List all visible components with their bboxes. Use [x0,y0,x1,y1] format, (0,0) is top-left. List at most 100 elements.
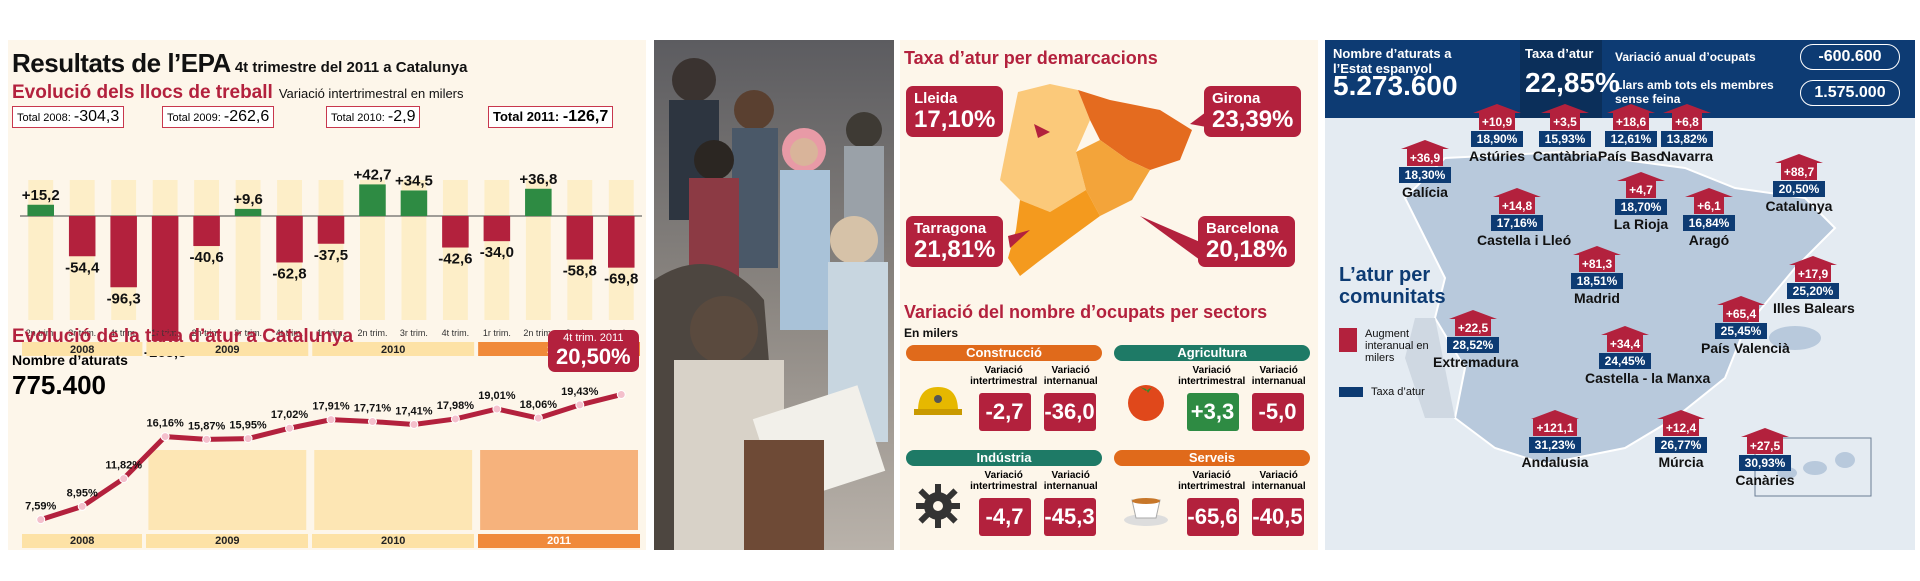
quarter-tick-label: 1r trim. [317,328,345,338]
quarter-tick-label: 3r trim. [234,328,262,338]
demarcation-name: Barcelona [1206,220,1279,237]
augment-roof [1541,104,1589,113]
quarter-tick-label: 3r trim. [400,328,428,338]
region-extremadura: +22,5 28,52% Extremadura [1433,310,1519,370]
augment-roof [1601,326,1649,335]
quarter-tick-label: 4t trim. [110,328,138,338]
spain-unemployed-label: Nombre d’aturats a l’Estat espanyol [1333,46,1452,76]
total-value: -304,3 [73,108,120,125]
augment-roof [1401,140,1449,149]
demarcation-value: 23,39% [1212,106,1294,133]
rate-value-label: 7,59% [25,501,56,513]
callout-lleida: Lleida 17,10% [906,86,1004,137]
value-inter: -65,6 [1186,498,1239,536]
demarcations-sectors-panel: Taxa d’atur per demarcacions Lleida 17,10… [900,40,1318,550]
bar-value-label: +15,2 [22,187,60,204]
jobs-chart-title: Evolució dels llocs de treball Variació i… [12,82,464,104]
bar-bg-stripe [28,180,54,320]
value-anual: -5,0 [1251,393,1304,431]
region-navarra: +6,8 13,82% Navarra [1647,104,1727,164]
region-augment: +6,8 [1672,113,1702,130]
region-augment: +3,5 [1550,113,1580,130]
region-name: País Basc [1597,148,1665,164]
sector-values: -65,6 -40,5 [1180,498,1310,536]
region-rate: 30,93% [1739,455,1791,471]
region-name: Extremadura [1433,354,1519,370]
lleida-region [1000,84,1090,212]
main-title-sub: 4t trimestre del 2011 a Catalunya [234,59,468,76]
households-value: 1.575.000 [1800,80,1900,106]
rate-value-label: 15,87% [188,420,226,432]
region-augment: +6,1 [1694,197,1724,214]
jobs-bar [234,208,262,216]
year-label: 2009 [146,534,309,548]
augment-roof [1473,104,1521,113]
sector-column-labels: Variació intertrimestral Variació interna… [968,470,1102,492]
region-arag-: +6,1 16,84% Aragó [1669,188,1749,248]
demarcation-name: Lleida [914,90,958,107]
legend-augment-swatch [1339,328,1357,352]
region-name: Astúries [1468,148,1526,164]
bar-value-label: +9,6 [233,191,263,208]
augment-roof [1741,428,1789,437]
jobs-bar [400,190,428,216]
total-2009: Total 2009: -262,6 [162,106,275,128]
value-inter: +3,3 [1186,393,1239,431]
sector-agricultura: Agricultura Variació intertrimestral Vari… [1114,345,1310,445]
region-augment: +18,6 [1612,113,1650,130]
spain-unemployed-value: 5.273.600 [1333,70,1458,101]
total-2008: Total 2008: -304,3 [12,106,125,128]
legend-augment: Augment interanual en milers [1339,328,1445,364]
total-value: -262,6 [223,108,270,125]
region-augment: +10,9 [1478,113,1516,130]
bar-bg-stripe [442,180,468,320]
region-augment: +17,9 [1794,265,1832,282]
value-anual: -45,3 [1043,498,1096,536]
quarter-tick-label: 4t trim. [442,328,470,338]
region-augment: +12,4 [1662,419,1700,436]
sector-name: Serveis [1114,450,1310,466]
region-augment: +34,4 [1606,335,1644,352]
region-name: Castella - la Manxa [1585,370,1711,386]
region-castella-la-manxa: +34,4 24,45% Castella - la Manxa [1585,326,1711,386]
year-label: 2008 [70,344,94,356]
annual-var-value: -600.600 [1800,44,1900,70]
rate-point [533,413,543,423]
region-rate: 18,90% [1471,131,1523,147]
bar-value-label: -58,8 [563,263,597,280]
rate-point [450,414,460,424]
rate-value-label: 16,16% [146,418,184,430]
demarcation-value: 21,81% [914,236,996,263]
jobs-bar [151,216,179,341]
demarcation-value: 20,18% [1206,236,1288,263]
region-rate: 24,45% [1599,353,1651,369]
sector-construccio: Construcció Variació intertrimestral Vari… [906,345,1102,445]
year-label: 2011 [478,534,640,548]
region-andalusia: +121,1 31,23% Andalusia [1515,410,1595,470]
region-can-ries: +27,5 30,93% Canàries [1725,428,1805,488]
total-value: -2,9 [387,108,416,125]
sector-industria: Indústria Variació intertrimestral Variac… [906,450,1102,550]
jobs-bar [359,184,386,216]
region-rate: 25,20% [1787,283,1839,299]
spain-panel: Nombre d’aturats a l’Estat espanyol 5.27… [1325,40,1915,550]
region-augment: +121,1 [1533,419,1577,436]
region-rate: 18,30% [1399,167,1451,183]
helmet-icon [914,387,962,415]
girona-region [1078,90,1192,170]
region-rate: 20,50% [1773,181,1825,197]
unemployed-label: Nombre d’aturats [12,352,128,368]
region-augment: +65,4 [1722,305,1760,322]
region-rate: 26,77% [1655,437,1707,453]
region-augment: +36,9 [1406,149,1444,166]
total-2010: Total 2010: -2,9 [326,106,421,128]
rate-point [575,400,585,410]
jobs-bar [68,216,96,257]
year-area [314,450,473,530]
rate-value-label: 17,91% [312,401,350,413]
demarcation-name: Girona [1212,90,1261,107]
bar-bg-stripe [484,180,510,320]
rate-point [119,474,129,484]
region-rate: 18,70% [1615,199,1667,215]
